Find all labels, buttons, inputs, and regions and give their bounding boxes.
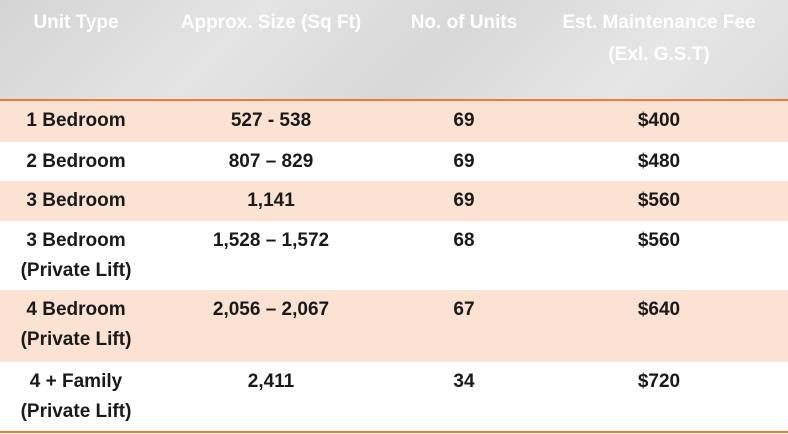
cell-text: (Private Lift): [20, 260, 132, 281]
cell-text: 2,411: [247, 371, 295, 392]
cell-text: 4 Bedroom: [26, 299, 126, 320]
header-background: [0, 0, 788, 100]
cell-text: 1,528 – 1,572: [212, 230, 330, 251]
header-rule: [0, 99, 788, 101]
cell-text: $560: [637, 190, 681, 211]
cell-text: Unit Type: [33, 12, 119, 33]
table-cell: $640: [538, 290, 780, 325]
cell-text: 2,056 – 2,067: [212, 299, 330, 320]
table-cell: Unit Type: [0, 0, 152, 39]
cell-text: $400: [637, 110, 681, 131]
header-row: Unit Type Approx. Size (Sq Ft) No. of Unit…: [0, 0, 788, 99]
cell-text: (Private Lift): [20, 329, 132, 350]
table-cell: Approx. Size (Sq Ft): [152, 0, 390, 39]
table-cell: 2,411: [152, 362, 390, 397]
table-row: 2 Bedroom 807 – 829 69 $480: [0, 142, 788, 181]
table-cell: Est. Maintenance Fee (Exl. G.S.T): [538, 0, 780, 71]
cell-text: 3 Bedroom: [26, 230, 126, 251]
cell-text: $640: [637, 299, 681, 320]
cell-text: 2 Bedroom: [26, 151, 126, 172]
table-cell: 1,141: [152, 181, 390, 216]
cell-text: 3 Bedroom: [26, 190, 126, 211]
cell-text: 69: [453, 190, 475, 211]
cell-text: 34: [453, 371, 475, 392]
table-cell: 67: [390, 290, 538, 325]
table-cell: 2,056 – 2,067: [152, 290, 390, 325]
bottom-rule: [0, 431, 788, 433]
table-cell: 69: [390, 181, 538, 216]
cell-text: 4 + Family: [29, 371, 123, 392]
cell-text: (Exl. G.S.T): [608, 44, 710, 65]
cell-text: (Private Lift): [20, 401, 132, 422]
cell-text: 68: [453, 230, 475, 251]
table-row: 3 Bedroom 1,141 69 $560: [0, 181, 788, 221]
table-cell: $560: [538, 181, 780, 216]
table-row: 1 Bedroom 527 - 538 69 $400: [0, 101, 788, 142]
table-cell: 527 - 538: [152, 101, 390, 136]
cell-text: No. of Units: [410, 12, 518, 33]
table-cell: 69: [390, 142, 538, 177]
cell-text: 69: [453, 151, 475, 172]
table-cell: 68: [390, 221, 538, 256]
cell-text: $480: [637, 151, 681, 172]
table-row: 4 Bedroom (Private Lift) 2,056 – 2,067 67 $6…: [0, 290, 788, 362]
table-row: 3 Bedroom (Private Lift) 1,528 – 1,572 68 $5…: [0, 221, 788, 290]
cell-text: Approx. Size (Sq Ft): [180, 12, 362, 33]
table-cell: 4 + Family (Private Lift): [0, 362, 152, 427]
table-cell: $400: [538, 101, 780, 136]
table-cell: 34: [390, 362, 538, 397]
table-cell: 1 Bedroom: [0, 101, 152, 136]
table-cell: 3 Bedroom: [0, 181, 152, 216]
table-cell: 2 Bedroom: [0, 142, 152, 177]
cell-text: $560: [637, 230, 681, 251]
cell-text: $720: [637, 371, 681, 392]
cell-text: Est. Maintenance Fee: [562, 12, 756, 33]
table-cell: $560: [538, 221, 780, 256]
table-cell: 1,528 – 1,572: [152, 221, 390, 256]
cell-text: 1,141: [247, 190, 295, 211]
cell-text: 69: [453, 110, 475, 131]
table-cell: No. of Units: [390, 0, 538, 39]
table-cell: 807 – 829: [152, 142, 390, 177]
cell-text: 1 Bedroom: [26, 110, 126, 131]
table-cell: 3 Bedroom (Private Lift): [0, 221, 152, 286]
cell-text: 67: [453, 299, 475, 320]
table-cell: $480: [538, 142, 780, 177]
table-cell: 4 Bedroom (Private Lift): [0, 290, 152, 355]
table-row: 4 + Family (Private Lift) 2,411 34 $720: [0, 362, 788, 431]
cell-text: 527 - 538: [230, 110, 312, 131]
cell-text: 807 – 829: [228, 151, 314, 172]
table-cell: $720: [538, 362, 780, 397]
table-cell: 69: [390, 101, 538, 136]
